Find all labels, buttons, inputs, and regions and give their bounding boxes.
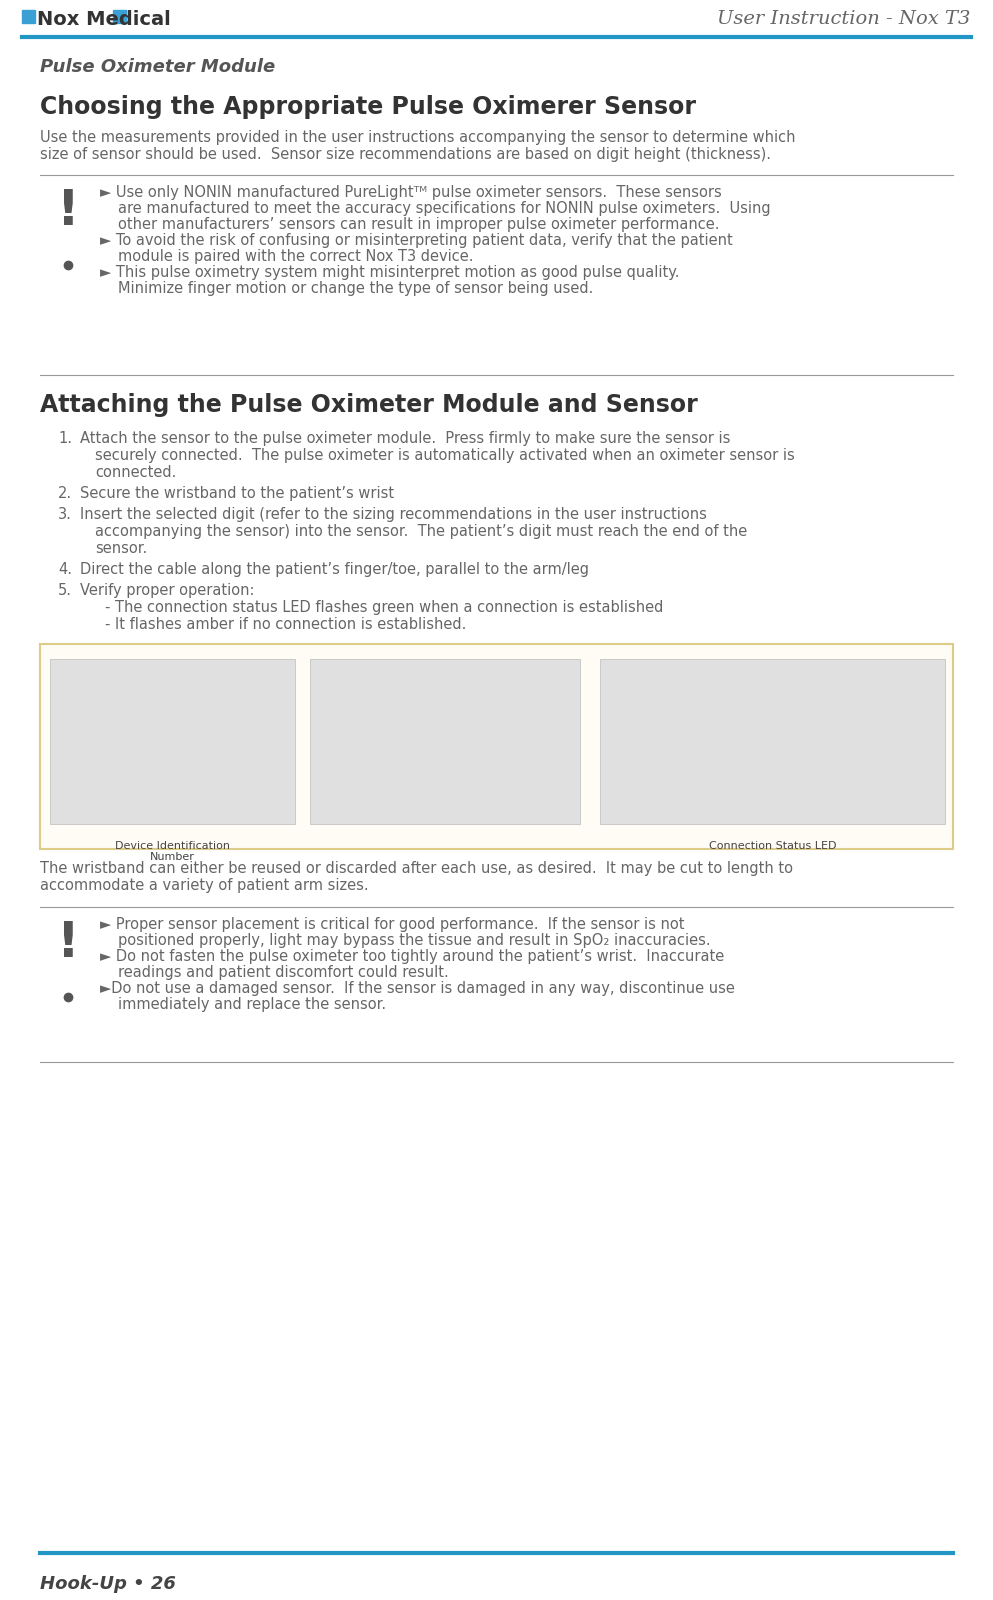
Bar [600,659,945,824]
Text: Attaching the Pulse Oximeter Module and Sensor: Attaching the Pulse Oximeter Module and … [40,394,698,418]
Text: accompanying the sensor) into the sensor.  The patient’s digit must reach the en: accompanying the sensor) into the sensor… [95,525,748,539]
Text: ► This pulse oximetry system might misinterpret motion as good pulse quality.: ► This pulse oximetry system might misin… [100,266,679,280]
Text: ► Proper sensor placement is critical for good performance.  If the sensor is no: ► Proper sensor placement is critical fo… [100,917,684,931]
Text: - It flashes amber if no connection is established.: - It flashes amber if no connection is e… [105,618,467,632]
Text: ► Do not fasten the pulse oximeter too tightly around the patient’s wrist.  Inac: ► Do not fasten the pulse oximeter too t… [100,949,724,963]
Text: connected.: connected. [95,466,177,480]
Text: Minimize finger motion or change the type of sensor being used.: Minimize finger motion or change the typ… [118,282,594,296]
Text: Choosing the Appropriate Pulse Oximerer Sensor: Choosing the Appropriate Pulse Oximerer … [40,94,696,118]
Text: 1.: 1. [58,430,72,446]
Text: sensor.: sensor. [95,541,147,557]
Text: positioned properly, light may bypass the tissue and result in SpO₂ inaccuracies: positioned properly, light may bypass th… [118,933,711,947]
Text: 2.: 2. [58,486,72,501]
Text: ► Use only NONIN manufactured PureLightᵀᴹ pulse oximeter sensors.  These sensors: ► Use only NONIN manufactured PureLightᵀ… [100,186,722,200]
Text: Pulse Oximeter Module: Pulse Oximeter Module [40,58,275,75]
Text: ►Do not use a damaged sensor.  If the sensor is damaged in any way, discontinue : ►Do not use a damaged sensor. If the sen… [100,981,735,995]
Bar [113,10,126,22]
Text: are manufactured to meet the accuracy specifications for NONIN pulse oximeters. : are manufactured to meet the accuracy sp… [118,202,771,216]
Text: securely connected.  The pulse oximeter is automatically activated when an oxime: securely connected. The pulse oximeter i… [95,448,794,462]
Text: Device Identification: Device Identification [115,842,230,851]
Text: Hook-Up • 26: Hook-Up • 26 [40,1574,176,1594]
Text: Number: Number [150,851,195,862]
Bar [50,659,295,824]
Text: ► To avoid the risk of confusing or misinterpreting patient data, verify that th: ► To avoid the risk of confusing or misi… [100,234,733,248]
Text: !: ! [57,187,79,235]
Text: 3.: 3. [58,507,71,522]
Text: User Instruction - Nox T3: User Instruction - Nox T3 [717,10,970,27]
Text: size of sensor should be used.  Sensor size recommendations are based on digit h: size of sensor should be used. Sensor si… [40,147,771,162]
Text: Nox Medical: Nox Medical [37,10,171,29]
Text: 5.: 5. [58,582,72,598]
Text: module is paired with the correct Nox T3 device.: module is paired with the correct Nox T3… [118,250,474,264]
Text: !: ! [57,918,79,966]
Bar [40,643,953,850]
Bar [22,10,35,22]
Text: immediately and replace the sensor.: immediately and replace the sensor. [118,997,386,1013]
Text: other manufacturers’ sensors can result in improper pulse oximeter performance.: other manufacturers’ sensors can result … [118,218,720,232]
Text: readings and patient discomfort could result.: readings and patient discomfort could re… [118,965,449,979]
Text: Verify proper operation:: Verify proper operation: [80,582,254,598]
Text: Insert the selected digit (refer to the sizing recommendations in the user instr: Insert the selected digit (refer to the … [80,507,707,522]
Text: - The connection status LED flashes green when a connection is established: - The connection status LED flashes gree… [105,600,663,614]
Text: Secure the wristband to the patient’s wrist: Secure the wristband to the patient’s wr… [80,486,394,501]
Text: Direct the cable along the patient’s finger/toe, parallel to the arm/leg: Direct the cable along the patient’s fin… [80,562,589,578]
Text: The wristband can either be reused or discarded after each use, as desired.  It : The wristband can either be reused or di… [40,861,793,877]
Text: accommodate a variety of patient arm sizes.: accommodate a variety of patient arm siz… [40,878,368,893]
Text: 4.: 4. [58,562,72,578]
Bar [310,659,580,824]
Text: Use the measurements provided in the user instructions accompanying the sensor t: Use the measurements provided in the use… [40,130,795,146]
Text: Attach the sensor to the pulse oximeter module.  Press firmly to make sure the s: Attach the sensor to the pulse oximeter … [80,430,731,446]
Text: Connection Status LED: Connection Status LED [709,842,836,851]
